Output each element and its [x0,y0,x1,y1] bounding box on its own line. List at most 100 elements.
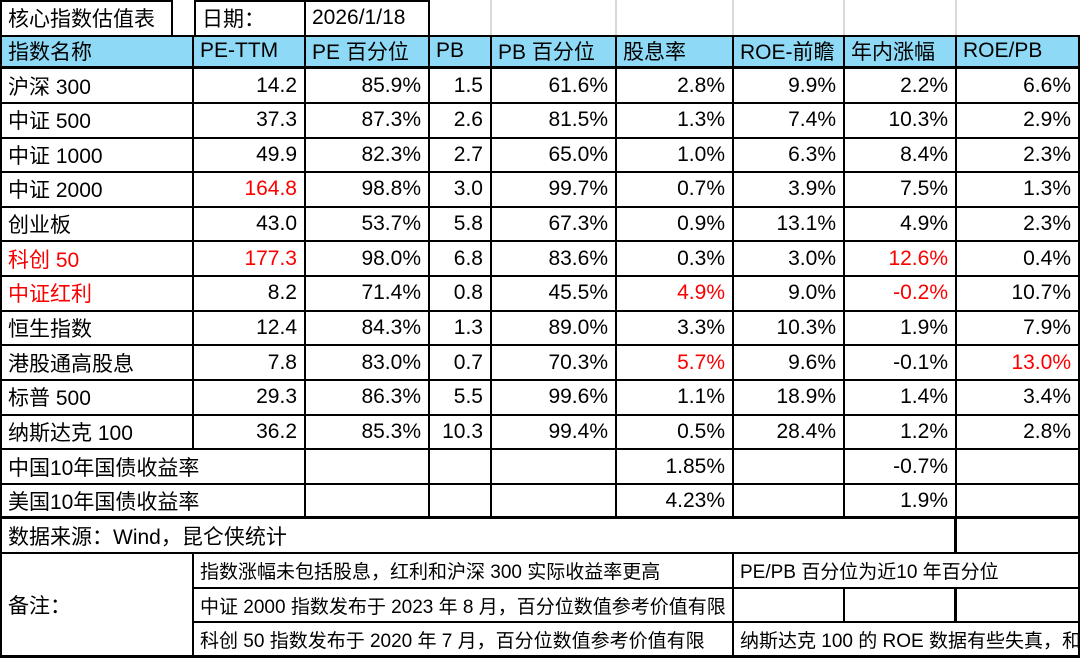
empty-cell[interactable] [430,450,492,485]
pe-ttm-cell[interactable]: 12.4 [194,311,306,347]
roe-forward-cell[interactable]: 3.9% [734,173,845,208]
notes-label-cell[interactable]: 备注： [0,554,194,658]
dividend-yield-cell[interactable]: 4.23% [617,484,734,520]
pe-ttm-cell[interactable]: 8.2 [194,277,306,312]
index-name-cell[interactable]: 标普 500 [0,380,194,416]
ytd-change-cell[interactable]: 4.9% [845,207,957,243]
pe-percentile-cell[interactable]: 87.3% [306,103,430,139]
index-name-cell[interactable]: 纳斯达克 100 [0,415,194,451]
empty-cell[interactable] [492,484,617,520]
pb-cell[interactable]: 10.3 [430,415,492,451]
pe-ttm-cell[interactable]: 36.2 [194,415,306,451]
bond-name-cell[interactable]: 中国10年国债收益率 [0,450,306,485]
index-name-cell[interactable]: 创业板 [0,207,194,243]
empty-cell[interactable] [734,484,845,520]
header-pe-percentile[interactable]: PE 百分位 [306,34,430,70]
roe-pb-cell[interactable]: 6.6% [957,69,1080,104]
empty-cell[interactable] [957,519,1080,555]
pb-percentile-cell[interactable]: 65.0% [492,138,617,174]
dividend-yield-cell[interactable]: 1.0% [617,138,734,174]
header-roe-pb[interactable]: ROE/PB [957,34,1080,70]
empty-cell[interactable] [306,450,430,485]
empty-cell[interactable] [845,0,957,35]
pb-percentile-cell[interactable]: 99.4% [492,415,617,451]
roe-forward-cell[interactable]: 9.9% [734,69,845,104]
pb-percentile-cell[interactable]: 83.6% [492,242,617,278]
pb-percentile-cell[interactable]: 99.6% [492,380,617,416]
dividend-yield-cell[interactable]: 3.3% [617,311,734,347]
pb-percentile-cell[interactable]: 67.3% [492,207,617,243]
ytd-change-cell[interactable]: 1.9% [845,311,957,347]
index-name-cell[interactable]: 科创 50 [0,242,194,278]
ytd-change-cell[interactable]: 2.2% [845,69,957,104]
pb-cell[interactable]: 1.5 [430,69,492,104]
header-dividend-yield[interactable]: 股息率 [617,34,734,70]
pb-cell[interactable]: 6.8 [430,242,492,278]
note-cell[interactable]: 中证 2000 指数发布于 2023 年 8 月，百分位数值参考价值有限 [194,588,734,624]
roe-forward-cell[interactable]: 9.6% [734,346,845,381]
empty-cell[interactable] [492,0,617,35]
data-source-cell[interactable]: 数据来源：Wind，昆仑侠统计 [0,519,957,555]
ytd-change-cell[interactable]: -0.7% [845,450,957,485]
pb-percentile-cell[interactable]: 81.5% [492,103,617,139]
dividend-yield-cell[interactable]: 4.9% [617,277,734,312]
index-name-cell[interactable]: 沪深 300 [0,69,194,104]
pb-cell[interactable]: 2.6 [430,103,492,139]
empty-cell[interactable] [430,0,492,35]
ytd-change-cell[interactable]: 12.6% [845,242,957,278]
empty-cell[interactable] [617,0,734,35]
pe-ttm-cell[interactable]: 177.3 [194,242,306,278]
roe-forward-cell[interactable]: 6.3% [734,138,845,174]
index-name-cell[interactable]: 中证 500 [0,103,194,139]
empty-cell[interactable] [957,484,1080,520]
pe-ttm-cell[interactable]: 14.2 [194,69,306,104]
roe-pb-cell[interactable]: 1.3% [957,173,1080,208]
pe-percentile-cell[interactable]: 83.0% [306,346,430,381]
roe-forward-cell[interactable]: 18.9% [734,380,845,416]
note-cell[interactable]: PE/PB 百分位为近10 年百分位 [734,554,1080,589]
header-pe-ttm[interactable]: PE-TTM [194,34,306,70]
pe-percentile-cell[interactable]: 53.7% [306,207,430,243]
roe-pb-cell[interactable]: 3.4% [957,380,1080,416]
empty-cell[interactable] [492,450,617,485]
ytd-change-cell[interactable]: 1.4% [845,380,957,416]
pe-percentile-cell[interactable]: 84.3% [306,311,430,347]
empty-cell[interactable] [430,484,492,520]
pb-cell[interactable]: 2.7 [430,138,492,174]
pb-percentile-cell[interactable]: 99.7% [492,173,617,208]
empty-cell[interactable] [957,588,1080,624]
ytd-change-cell[interactable]: 7.5% [845,173,957,208]
ytd-change-cell[interactable]: 8.4% [845,138,957,174]
roe-pb-cell[interactable]: 13.0% [957,346,1080,381]
ytd-change-cell[interactable]: -0.2% [845,277,957,312]
header-roe-forward[interactable]: ROE-前瞻 [734,34,845,70]
index-name-cell[interactable]: 港股通高股息 [0,346,194,381]
empty-cell[interactable] [734,450,845,485]
index-name-cell[interactable]: 中证红利 [0,277,194,312]
roe-pb-cell[interactable]: 7.9% [957,311,1080,347]
pe-percentile-cell[interactable]: 82.3% [306,138,430,174]
pb-percentile-cell[interactable]: 45.5% [492,277,617,312]
pe-percentile-cell[interactable]: 86.3% [306,380,430,416]
empty-cell[interactable] [957,450,1080,485]
index-name-cell[interactable]: 中证 1000 [0,138,194,174]
pb-cell[interactable]: 1.3 [430,311,492,347]
roe-pb-cell[interactable]: 0.4% [957,242,1080,278]
pe-ttm-cell[interactable]: 37.3 [194,103,306,139]
empty-cell[interactable] [734,0,845,35]
dividend-yield-cell[interactable]: 2.8% [617,69,734,104]
header-index-name[interactable]: 指数名称 [0,34,194,70]
pb-percentile-cell[interactable]: 89.0% [492,311,617,347]
roe-pb-cell[interactable]: 2.8% [957,415,1080,451]
roe-pb-cell[interactable]: 2.3% [957,207,1080,243]
dividend-yield-cell[interactable]: 5.7% [617,346,734,381]
pb-cell[interactable]: 0.7 [430,346,492,381]
roe-forward-cell[interactable]: 7.4% [734,103,845,139]
pe-ttm-cell[interactable]: 29.3 [194,380,306,416]
roe-forward-cell[interactable]: 3.0% [734,242,845,278]
pb-percentile-cell[interactable]: 70.3% [492,346,617,381]
pb-cell[interactable]: 3.0 [430,173,492,208]
pb-percentile-cell[interactable]: 61.6% [492,69,617,104]
pe-ttm-cell[interactable]: 49.9 [194,138,306,174]
index-name-cell[interactable]: 恒生指数 [0,311,194,347]
